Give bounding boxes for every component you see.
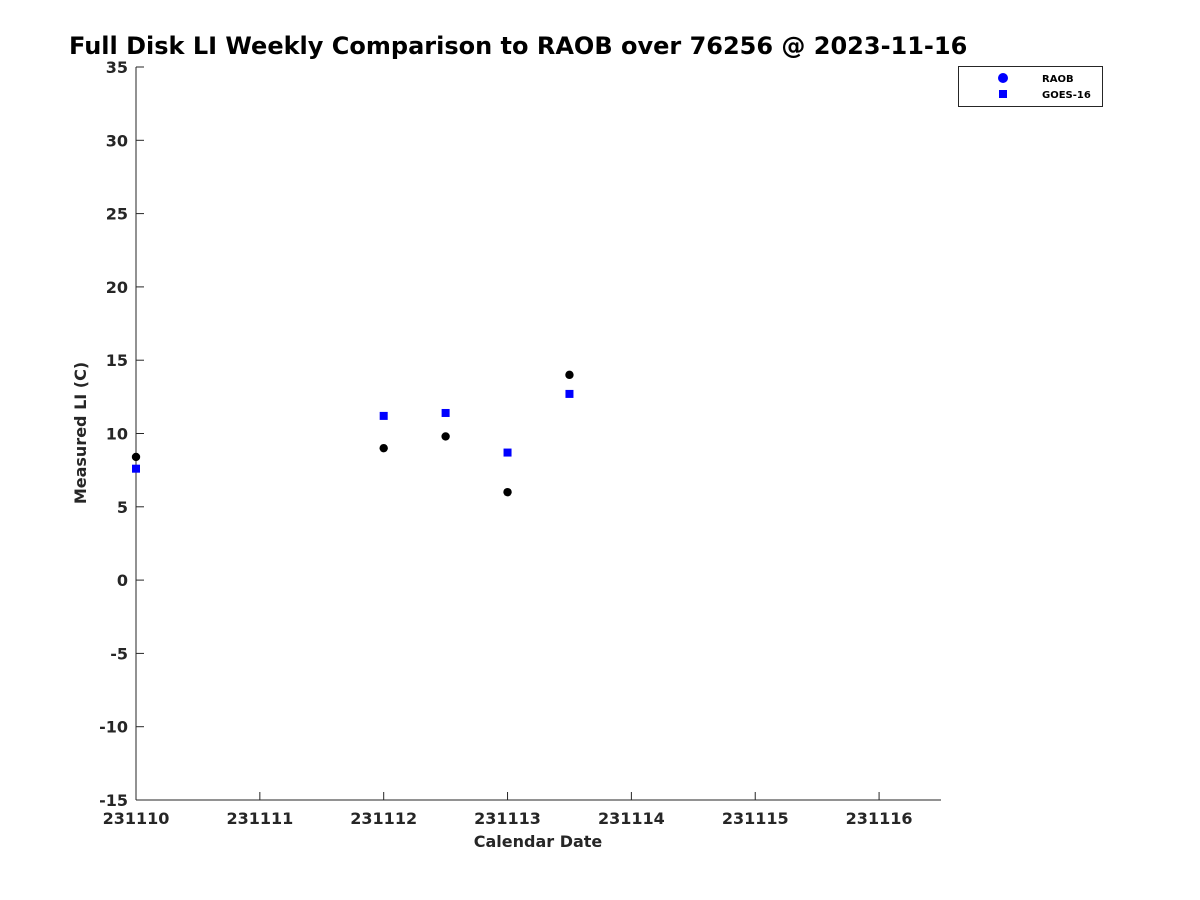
y-tick-label: 30 (106, 131, 128, 150)
y-tick-label: 20 (106, 278, 128, 297)
y-tick-label: 0 (117, 571, 128, 590)
legend-marker-goes-16 (999, 90, 1007, 98)
axes: 231110 231111 231112 231113 231114 231115 2311… (99, 58, 941, 828)
y-tick-label: 35 (106, 58, 128, 77)
legend-marker-raob (998, 73, 1008, 83)
x-tick-label: 231115 (722, 809, 789, 828)
y-tick-label: 10 (106, 425, 128, 444)
y-tick-label: 15 (106, 351, 128, 370)
x-tick-label: 231111 (226, 809, 293, 828)
x-tick-label: 231113 (474, 809, 541, 828)
y-tick-label: -5 (110, 644, 128, 663)
goes-16-point (132, 464, 140, 473)
x-tick-label: 231114 (598, 809, 665, 828)
y-tick-label: -15 (99, 791, 128, 810)
legend-box (958, 66, 1103, 107)
y-tick-label: 5 (117, 498, 128, 517)
legend-label: RAOB (1042, 74, 1074, 85)
legend: RAOB GOES-16 (958, 66, 1103, 107)
x-axis-label: Calendar Date (474, 832, 603, 851)
chart-title: Full Disk LI Weekly Comparison to RAOB o… (69, 32, 967, 60)
x-tick-label: 231110 (103, 809, 170, 828)
y-axis-label: Measured LI (C) (71, 362, 90, 504)
goes-16-point (441, 408, 450, 417)
raob-point (441, 432, 450, 441)
y-tick-label: 25 (106, 205, 128, 224)
legend-label: GOES-16 (1042, 90, 1091, 101)
data-points (131, 370, 574, 497)
y-tick-label: -10 (99, 718, 128, 737)
x-tick-label: 231116 (846, 809, 913, 828)
goes-16-point (565, 389, 574, 398)
raob-point (379, 443, 388, 453)
goes-16-point (503, 448, 512, 457)
x-tick-label: 231112 (350, 809, 417, 828)
raob-point (503, 487, 512, 497)
goes-16-point (379, 411, 388, 420)
series-goes-16 (132, 389, 574, 473)
raob-point (565, 370, 574, 380)
series-raob (131, 370, 574, 497)
raob-point (131, 452, 141, 462)
